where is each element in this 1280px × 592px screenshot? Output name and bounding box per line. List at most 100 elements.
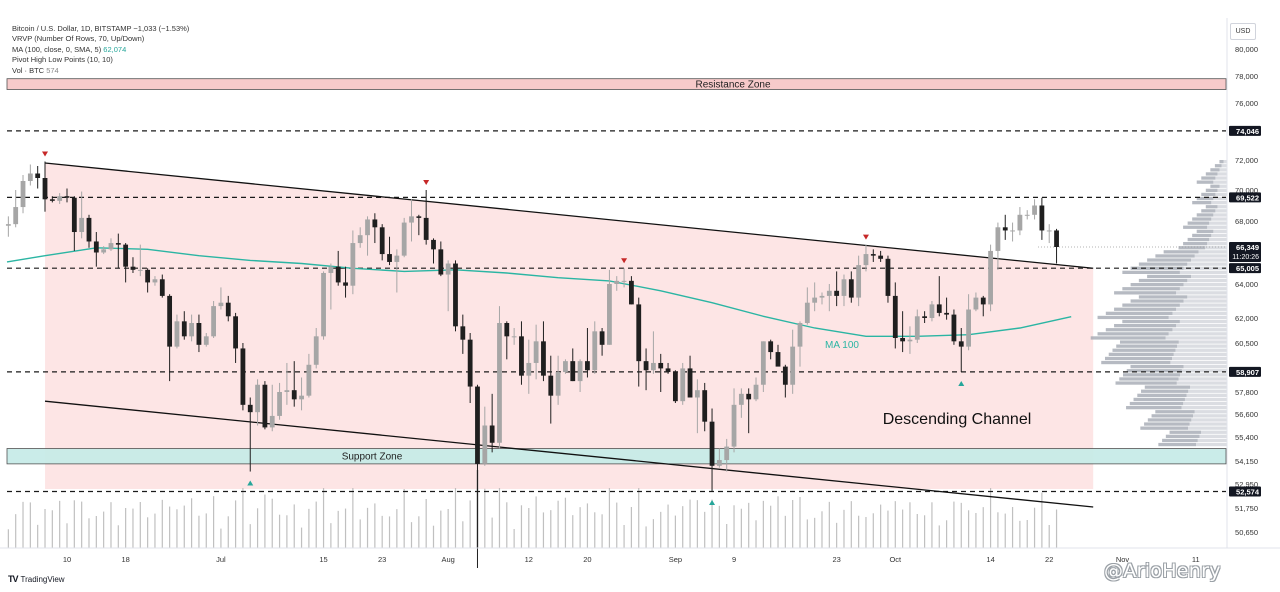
volume-bar (29, 502, 31, 548)
candle-down (291, 390, 297, 400)
channel-fill (45, 163, 1094, 489)
volume-bar (967, 510, 970, 548)
volume-bar (601, 514, 603, 548)
volume-profile-bar (1196, 229, 1214, 233)
tradingview-brand[interactable]: TV TradingView (8, 574, 65, 584)
candle-down (35, 173, 41, 178)
candle-up (929, 304, 935, 318)
volume-bar (579, 507, 581, 548)
volume-bar (22, 501, 24, 548)
volume-profile-bar (1137, 393, 1187, 397)
price-axis[interactable]: 80,000 78,000 76,000 72,000 70,000 68,000 64,0… (1229, 45, 1261, 537)
y-tick-label: 50,650 (1235, 528, 1258, 537)
volume-profile-bar (1187, 221, 1210, 225)
volume-indicator-line[interactable]: Vol · BTC 574 (12, 66, 189, 76)
x-tick-label: Nov (1116, 555, 1130, 564)
volume-profile-bar (1219, 160, 1224, 164)
volume-bar (183, 505, 185, 548)
candle-up (357, 235, 363, 244)
volume-bar (344, 508, 347, 548)
volume-profile-bar (1105, 311, 1173, 315)
volume-profile-bar (1112, 348, 1176, 352)
candle-up (321, 272, 326, 337)
volume-profile-bar (1179, 319, 1227, 324)
volume-bar (396, 509, 398, 548)
y-tick-label: 72,000 (1235, 156, 1258, 165)
volume-profile-bar (1178, 340, 1227, 344)
volume-profile-bar (1114, 291, 1177, 295)
candle-down (878, 255, 884, 259)
x-tick-label: 20 (583, 555, 591, 564)
volume-profile-bar (1187, 262, 1227, 266)
time-axis[interactable]: 10 18 Jul 15 23 Aug 12 20 Sep 9 23 Oct 14 22 Nov 11 (63, 555, 1200, 564)
volume-profile-bar (1201, 430, 1227, 434)
candle-up (621, 280, 627, 282)
volume-profile-bar (1177, 344, 1227, 348)
candle-down (181, 321, 187, 337)
volume-bar (843, 509, 845, 548)
pivot-low-marker (247, 480, 254, 486)
volume-bar (132, 508, 134, 548)
candle-down (93, 241, 99, 253)
candle-down (372, 219, 378, 228)
candle-down (196, 323, 202, 345)
volume-bar (191, 498, 193, 548)
candle-down (658, 362, 664, 369)
volume-bar (924, 515, 926, 548)
candle-down (709, 421, 715, 466)
volume-bar (689, 499, 691, 548)
volume-bar (374, 503, 376, 548)
candle-down (423, 217, 429, 240)
volume-profile-bar (1119, 377, 1179, 381)
currency-button[interactable]: USD (1230, 23, 1256, 40)
volume-profile-bar (1205, 205, 1218, 209)
candle-down (980, 297, 986, 305)
volume-bar (51, 510, 53, 548)
volume-bar (1041, 492, 1043, 548)
volume-profile-bar (1192, 201, 1212, 205)
y-tick-label: 60,500 (1235, 339, 1258, 348)
price-badge-label: 65,005 (1236, 264, 1259, 273)
price-badge-label: 69,522 (1236, 193, 1259, 202)
volume-bar (806, 519, 808, 548)
volume-profile-bar (1207, 225, 1227, 229)
volume-profile-bar (1187, 426, 1227, 430)
symbol-line[interactable]: Bitcoin / U.S. Dollar, 1D, BITSTAMP −1,0… (12, 24, 190, 33)
ma-indicator-line[interactable]: MA (100, close, 0, SMA, 5) 62,074 (12, 45, 189, 55)
candle-up (1032, 205, 1037, 215)
candle-up (995, 227, 1001, 251)
volume-bar (498, 488, 501, 548)
x-tick-label: 10 (63, 555, 71, 564)
candle-down (687, 368, 693, 398)
volume-bar (1048, 525, 1050, 548)
volume-profile-bar (1158, 442, 1197, 447)
annotation-labels: Descending Channel MA 100 (825, 340, 1031, 428)
volume-profile-bar (1191, 274, 1227, 279)
volume-profile-bar (1215, 176, 1227, 180)
volume-bar (154, 513, 156, 548)
candle-down (548, 375, 554, 396)
candle-down (541, 341, 546, 376)
volume-profile-bar (1210, 168, 1220, 172)
legend-panel: Bitcoin / U.S. Dollar, 1D, BITSTAMP −1,0… (12, 24, 189, 76)
volume-bar (169, 506, 171, 548)
vrvp-indicator-line[interactable]: VRVP (Number Of Rows, 70, Up/Down) (12, 34, 145, 44)
volume-bar (293, 504, 295, 548)
candle-up (526, 362, 532, 376)
price-badge-label: 66,349 (1236, 243, 1259, 252)
volume-bar (388, 516, 391, 548)
volume-bar (872, 513, 874, 548)
pivot-indicator-line[interactable]: Pivot High Low Points (10, 10) (12, 55, 113, 65)
tradingview-brand-name: TradingView (20, 574, 65, 584)
volume-bar (858, 515, 860, 548)
volume-profile-bar (1196, 213, 1214, 217)
volume-bar (667, 504, 669, 548)
volume-bar (718, 505, 720, 548)
x-tick-label: 12 (525, 555, 533, 564)
candle-down (225, 302, 231, 317)
x-tick-label: 23 (832, 555, 840, 564)
y-tick-label: 78,000 (1235, 72, 1258, 81)
candle-up (614, 280, 620, 284)
volume-profile-bar (1207, 242, 1227, 246)
